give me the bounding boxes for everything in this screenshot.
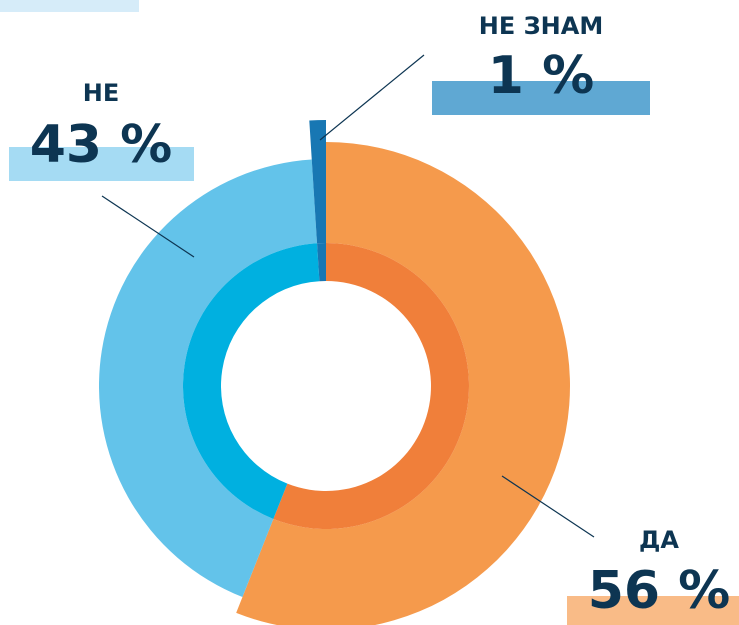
slice-outer: [309, 120, 326, 244]
slice-outer: [236, 142, 570, 625]
leader-line: [501, 475, 595, 538]
leader-line: [101, 195, 195, 258]
label-box: [9, 147, 194, 181]
slice-inner: [273, 243, 470, 529]
label-box: [567, 596, 739, 625]
value-label: 56 %: [588, 561, 731, 621]
decor-box: [0, 0, 139, 12]
category-label: НЕ ЗНАМ: [479, 12, 603, 40]
value-label: 1 %: [488, 46, 594, 106]
value-label: 43 %: [30, 115, 173, 175]
category-label: ДА: [639, 526, 679, 554]
slice-outer: [99, 159, 318, 598]
slice-inner: [183, 243, 320, 519]
category-label: НЕ: [83, 79, 119, 107]
leader-line: [319, 54, 425, 141]
slice-inner: [317, 243, 326, 282]
label-box: [432, 81, 650, 115]
